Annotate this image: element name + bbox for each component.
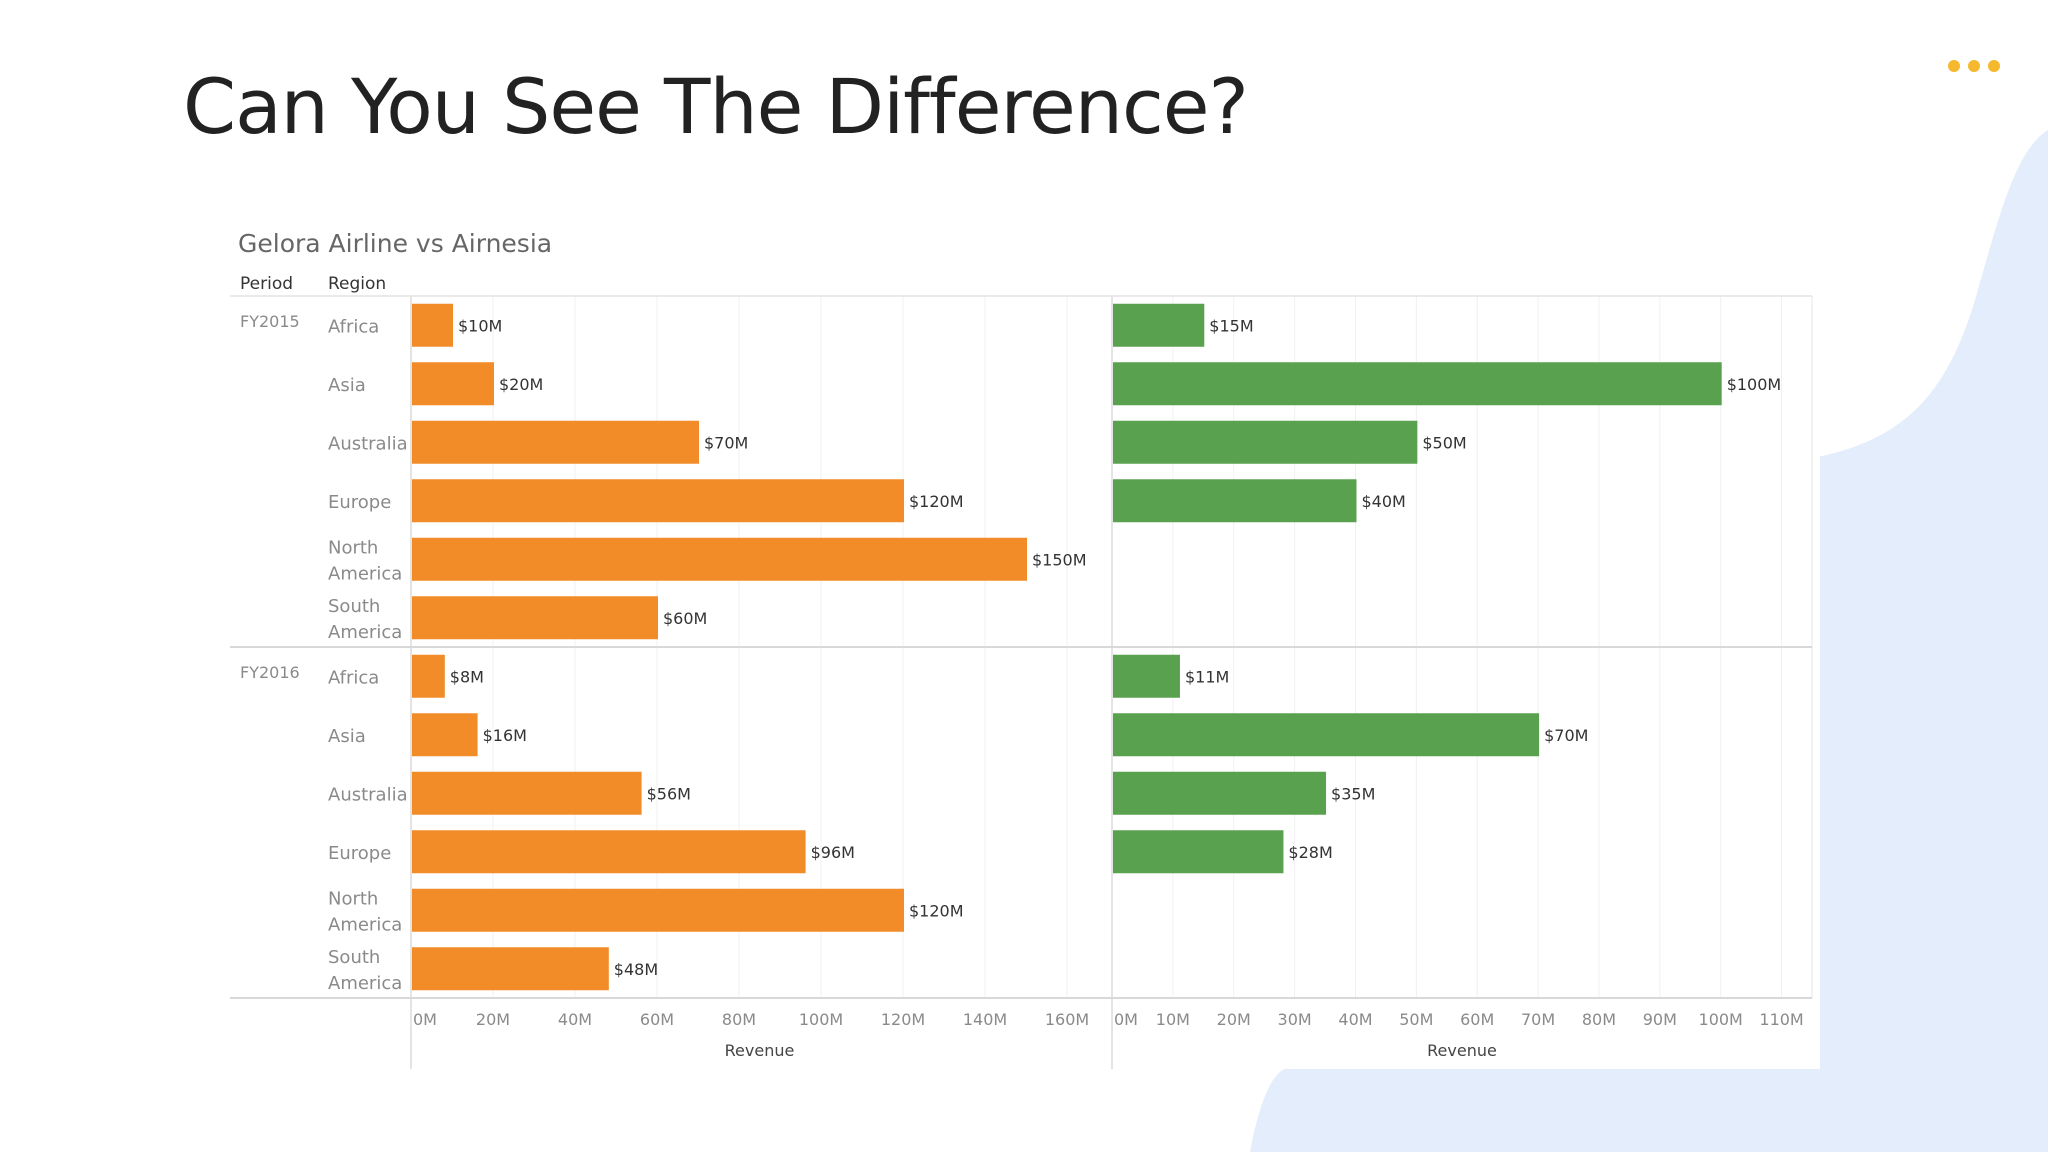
x-tick-label: 60M [1460,1010,1494,1029]
bar-chart: Gelora Airline vs Airnesia Period Region… [230,229,1813,1069]
data-label: $120M [909,492,964,511]
region-label: Asia [328,375,366,396]
bar [412,420,699,464]
data-label: $70M [1544,726,1588,745]
region-label: Australia [328,433,408,454]
menu-dot [1968,60,1980,72]
bar [412,479,904,523]
slide-title: Can You See The Difference? [183,62,1249,151]
data-label: $20M [499,375,543,394]
x-tick-label: 60M [640,1010,674,1029]
data-label: $70M [704,433,748,452]
x-tick-label: 110M [1759,1010,1803,1029]
bar [1113,303,1205,347]
region-label: South America [328,596,402,643]
x-tick-label: 30M [1278,1010,1312,1029]
period-label: FY2016 [240,663,300,682]
x-tick-label: 100M [1699,1010,1743,1029]
data-label: $16M [483,726,527,745]
bar [412,771,642,815]
chart-title: Gelora Airline vs Airnesia [238,229,552,258]
bar [412,830,806,874]
region-label: Africa [328,316,379,337]
bar [412,654,445,698]
bar [1113,479,1357,523]
data-label: $11M [1185,667,1229,686]
data-label: $35M [1331,784,1375,803]
data-label: $28M [1288,843,1332,862]
bar [1113,830,1284,874]
region-label: North America [328,537,402,584]
data-label: $8M [450,667,484,686]
x-tick-label: 40M [558,1010,592,1029]
chart-panel: Gelora Airline vs Airnesia Period Region… [230,214,1820,1069]
x-tick-label: 70M [1521,1010,1555,1029]
data-label: $48M [614,960,658,979]
column-header-period: Period [240,274,293,294]
x-tick-label: 20M [1217,1010,1251,1029]
data-label: $120M [909,901,964,920]
x-tick-label: 90M [1643,1010,1677,1029]
x-tick-label: 0M [1114,1010,1138,1029]
x-tick-label: 140M [963,1010,1007,1029]
x-tick-label: 50M [1399,1010,1433,1029]
x-tick-label: 160M [1045,1010,1089,1029]
region-label: South America [328,947,402,994]
data-label: $60M [663,609,707,628]
data-label: $40M [1361,492,1405,511]
region-label: North America [328,888,402,935]
bar [412,713,478,757]
data-label: $56M [647,784,691,803]
period-label: FY2015 [240,312,300,331]
bar [412,303,453,347]
x-tick-label: 20M [476,1010,510,1029]
region-label: Africa [328,667,379,688]
bar [1113,713,1540,757]
x-axis-title: Revenue [725,1041,795,1060]
data-label: $10M [458,316,502,335]
x-tick-label: 120M [881,1010,925,1029]
x-tick-label: 80M [1582,1010,1616,1029]
data-label: $100M [1727,375,1782,394]
x-tick-label: 100M [799,1010,843,1029]
bar [412,537,1027,581]
menu-dot [1948,60,1960,72]
region-label: Australia [328,784,408,805]
bar [412,947,609,991]
region-label: Asia [328,726,366,747]
data-label: $96M [811,843,855,862]
bar [412,362,494,406]
menu-dot [1988,60,2000,72]
x-tick-label: 10M [1156,1010,1190,1029]
bar [1113,654,1180,698]
bar [1113,420,1418,464]
bar [1113,362,1722,406]
more-options-icon[interactable] [1948,54,2008,78]
column-header-region: Region [328,274,386,294]
x-tick-label: 0M [413,1010,437,1029]
bar [1113,771,1327,815]
data-label: $15M [1209,316,1253,335]
x-tick-label: 80M [722,1010,756,1029]
data-label: $50M [1422,433,1466,452]
region-label: Europe [328,492,391,513]
bar [412,596,658,640]
bar [412,888,904,932]
x-axis-title: Revenue [1427,1041,1497,1060]
data-label: $150M [1032,550,1087,569]
region-label: Europe [328,843,391,864]
x-tick-label: 40M [1338,1010,1372,1029]
